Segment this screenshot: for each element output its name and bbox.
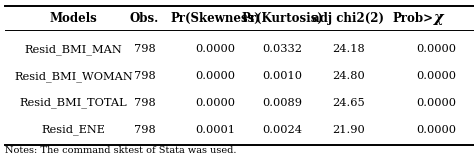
Text: Models: Models (50, 12, 97, 24)
Text: 0.0024: 0.0024 (262, 125, 302, 135)
Text: Resid_BMI_MAN: Resid_BMI_MAN (25, 44, 122, 55)
Text: 24.80: 24.80 (332, 71, 365, 81)
Text: 21.90: 21.90 (332, 125, 365, 135)
Text: Pr(Skewness): Pr(Skewness) (171, 12, 261, 24)
Text: 0.0000: 0.0000 (196, 44, 236, 54)
Text: 798: 798 (134, 125, 155, 135)
Text: 798: 798 (134, 44, 155, 54)
Text: 0.0089: 0.0089 (262, 98, 302, 108)
Text: 0.0000: 0.0000 (416, 125, 456, 135)
Text: Pr(Kurtosis): Pr(Kurtosis) (241, 12, 323, 24)
Text: 0.0000: 0.0000 (416, 44, 456, 54)
Text: Prob>: Prob> (393, 12, 434, 24)
Text: Resid_ENE: Resid_ENE (42, 124, 105, 135)
Text: 0.0001: 0.0001 (196, 125, 236, 135)
Text: 24.65: 24.65 (332, 98, 365, 108)
Text: Resid_BMI_TOTAL: Resid_BMI_TOTAL (19, 97, 128, 108)
Text: Notes: The command sktest of Stata was used.: Notes: The command sktest of Stata was u… (5, 146, 236, 155)
Text: adj chi2(2): adj chi2(2) (312, 12, 384, 24)
Text: 24.18: 24.18 (332, 44, 365, 54)
Text: 0.0010: 0.0010 (262, 71, 302, 81)
Text: 0.0000: 0.0000 (196, 98, 236, 108)
Text: Obs.: Obs. (130, 12, 159, 24)
Text: 798: 798 (134, 71, 155, 81)
Text: 0.0000: 0.0000 (416, 71, 456, 81)
Text: 798: 798 (134, 98, 155, 108)
Text: 0.0000: 0.0000 (196, 71, 236, 81)
Text: 0.0332: 0.0332 (262, 44, 302, 54)
Text: 0.0000: 0.0000 (416, 98, 456, 108)
Text: Resid_BMI_WOMAN: Resid_BMI_WOMAN (14, 71, 133, 81)
Text: χ: χ (434, 11, 443, 25)
